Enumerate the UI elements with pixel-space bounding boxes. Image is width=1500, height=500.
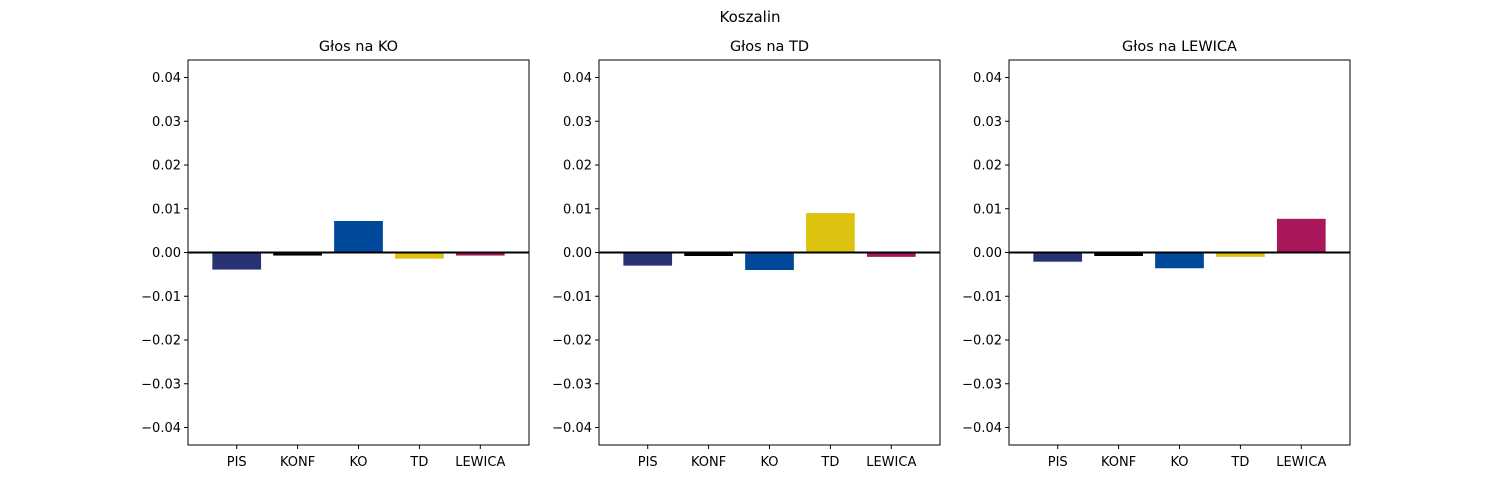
figure-suptitle: Koszalin	[720, 8, 781, 26]
bar-ko	[745, 252, 794, 270]
plot-frame	[1008, 59, 1351, 446]
x-tick-label: PIS	[1048, 455, 1068, 470]
bar-lewica	[455, 252, 505, 256]
x-tick-label: TD	[820, 455, 839, 470]
chart-panel-2: Głos na TD −0.04 −0.03 −0.02 −0.01 0.00 0.01 0.…	[552, 39, 941, 470]
chart-panels: Głos na KO −0.04 −0.03 −0.02 −0.01 0.00 0.01 0.…	[141, 39, 1351, 470]
x-tick-label: KONF	[691, 455, 726, 470]
bar-td	[806, 213, 855, 253]
x-tick-label: KO	[1170, 455, 1188, 470]
bar-td	[395, 252, 444, 259]
x-tick-label: KO	[760, 455, 778, 470]
chart-panel-1: Głos na KO −0.04 −0.03 −0.02 −0.01 0.00 0.01 0.…	[141, 39, 530, 470]
bar-pis	[623, 252, 673, 266]
y-tick-label: −0.01	[141, 290, 181, 305]
y-tick-label: 0.02	[973, 159, 1002, 174]
chart-panel-3: Głos na LEWICA −0.04 −0.03 −0.02 −0.01 0.00 0.…	[962, 39, 1351, 470]
bar-td	[1216, 252, 1265, 257]
y-tick-label: 0.03	[152, 115, 181, 130]
bar-ko	[334, 221, 383, 253]
bar-konf	[273, 252, 322, 256]
x-tick-label: KO	[349, 455, 367, 470]
y-tick-label: 0.00	[563, 246, 592, 261]
y-tick-label: −0.01	[962, 290, 1002, 305]
y-tick-label: −0.04	[141, 421, 181, 436]
y-tick-label: −0.03	[552, 377, 592, 392]
bar-lewica	[866, 252, 916, 257]
chart-title: Głos na LEWICA	[1122, 39, 1237, 55]
y-tick-label: 0.04	[152, 71, 181, 86]
chart-title: Głos na KO	[319, 39, 398, 55]
y-tick-label: −0.04	[552, 421, 592, 436]
y-tick-label: −0.04	[962, 421, 1002, 436]
y-tick-label: 0.01	[152, 202, 181, 217]
x-tick-label: PIS	[638, 455, 658, 470]
x-tick-label: LEWICA	[866, 455, 916, 470]
bar-lewica	[1276, 218, 1326, 253]
y-tick-label: 0.01	[563, 202, 592, 217]
y-tick-label: −0.02	[141, 334, 181, 349]
y-tick-label: 0.04	[563, 71, 592, 86]
y-tick-label: 0.03	[973, 115, 1002, 130]
bar-ko	[1155, 252, 1204, 269]
y-tick-label: −0.03	[141, 377, 181, 392]
y-tick-label: −0.02	[552, 334, 592, 349]
y-tick-label: 0.03	[563, 115, 592, 130]
x-tick-label: LEWICA	[1276, 455, 1326, 470]
x-tick-label: KONF	[1101, 455, 1136, 470]
plot-frame	[598, 59, 941, 446]
y-tick-label: −0.02	[962, 334, 1002, 349]
y-tick-label: −0.03	[962, 377, 1002, 392]
y-tick-label: 0.00	[152, 246, 181, 261]
y-tick-label: 0.01	[973, 202, 1002, 217]
bar-konf	[684, 252, 733, 256]
bar-pis	[212, 252, 262, 270]
bar-pis	[1033, 252, 1083, 262]
x-tick-label: KONF	[280, 455, 315, 470]
y-tick-label: −0.01	[552, 290, 592, 305]
x-tick-label: LEWICA	[455, 455, 505, 470]
x-tick-label: PIS	[227, 455, 247, 470]
y-tick-label: 0.02	[152, 159, 181, 174]
x-tick-label: TD	[1230, 455, 1249, 470]
chart-title: Głos na TD	[730, 39, 809, 55]
plot-frame	[187, 59, 530, 446]
x-tick-label: TD	[409, 455, 428, 470]
bar-konf	[1094, 252, 1143, 256]
y-tick-label: 0.02	[563, 159, 592, 174]
y-tick-label: 0.00	[973, 246, 1002, 261]
y-tick-label: 0.04	[973, 71, 1002, 86]
